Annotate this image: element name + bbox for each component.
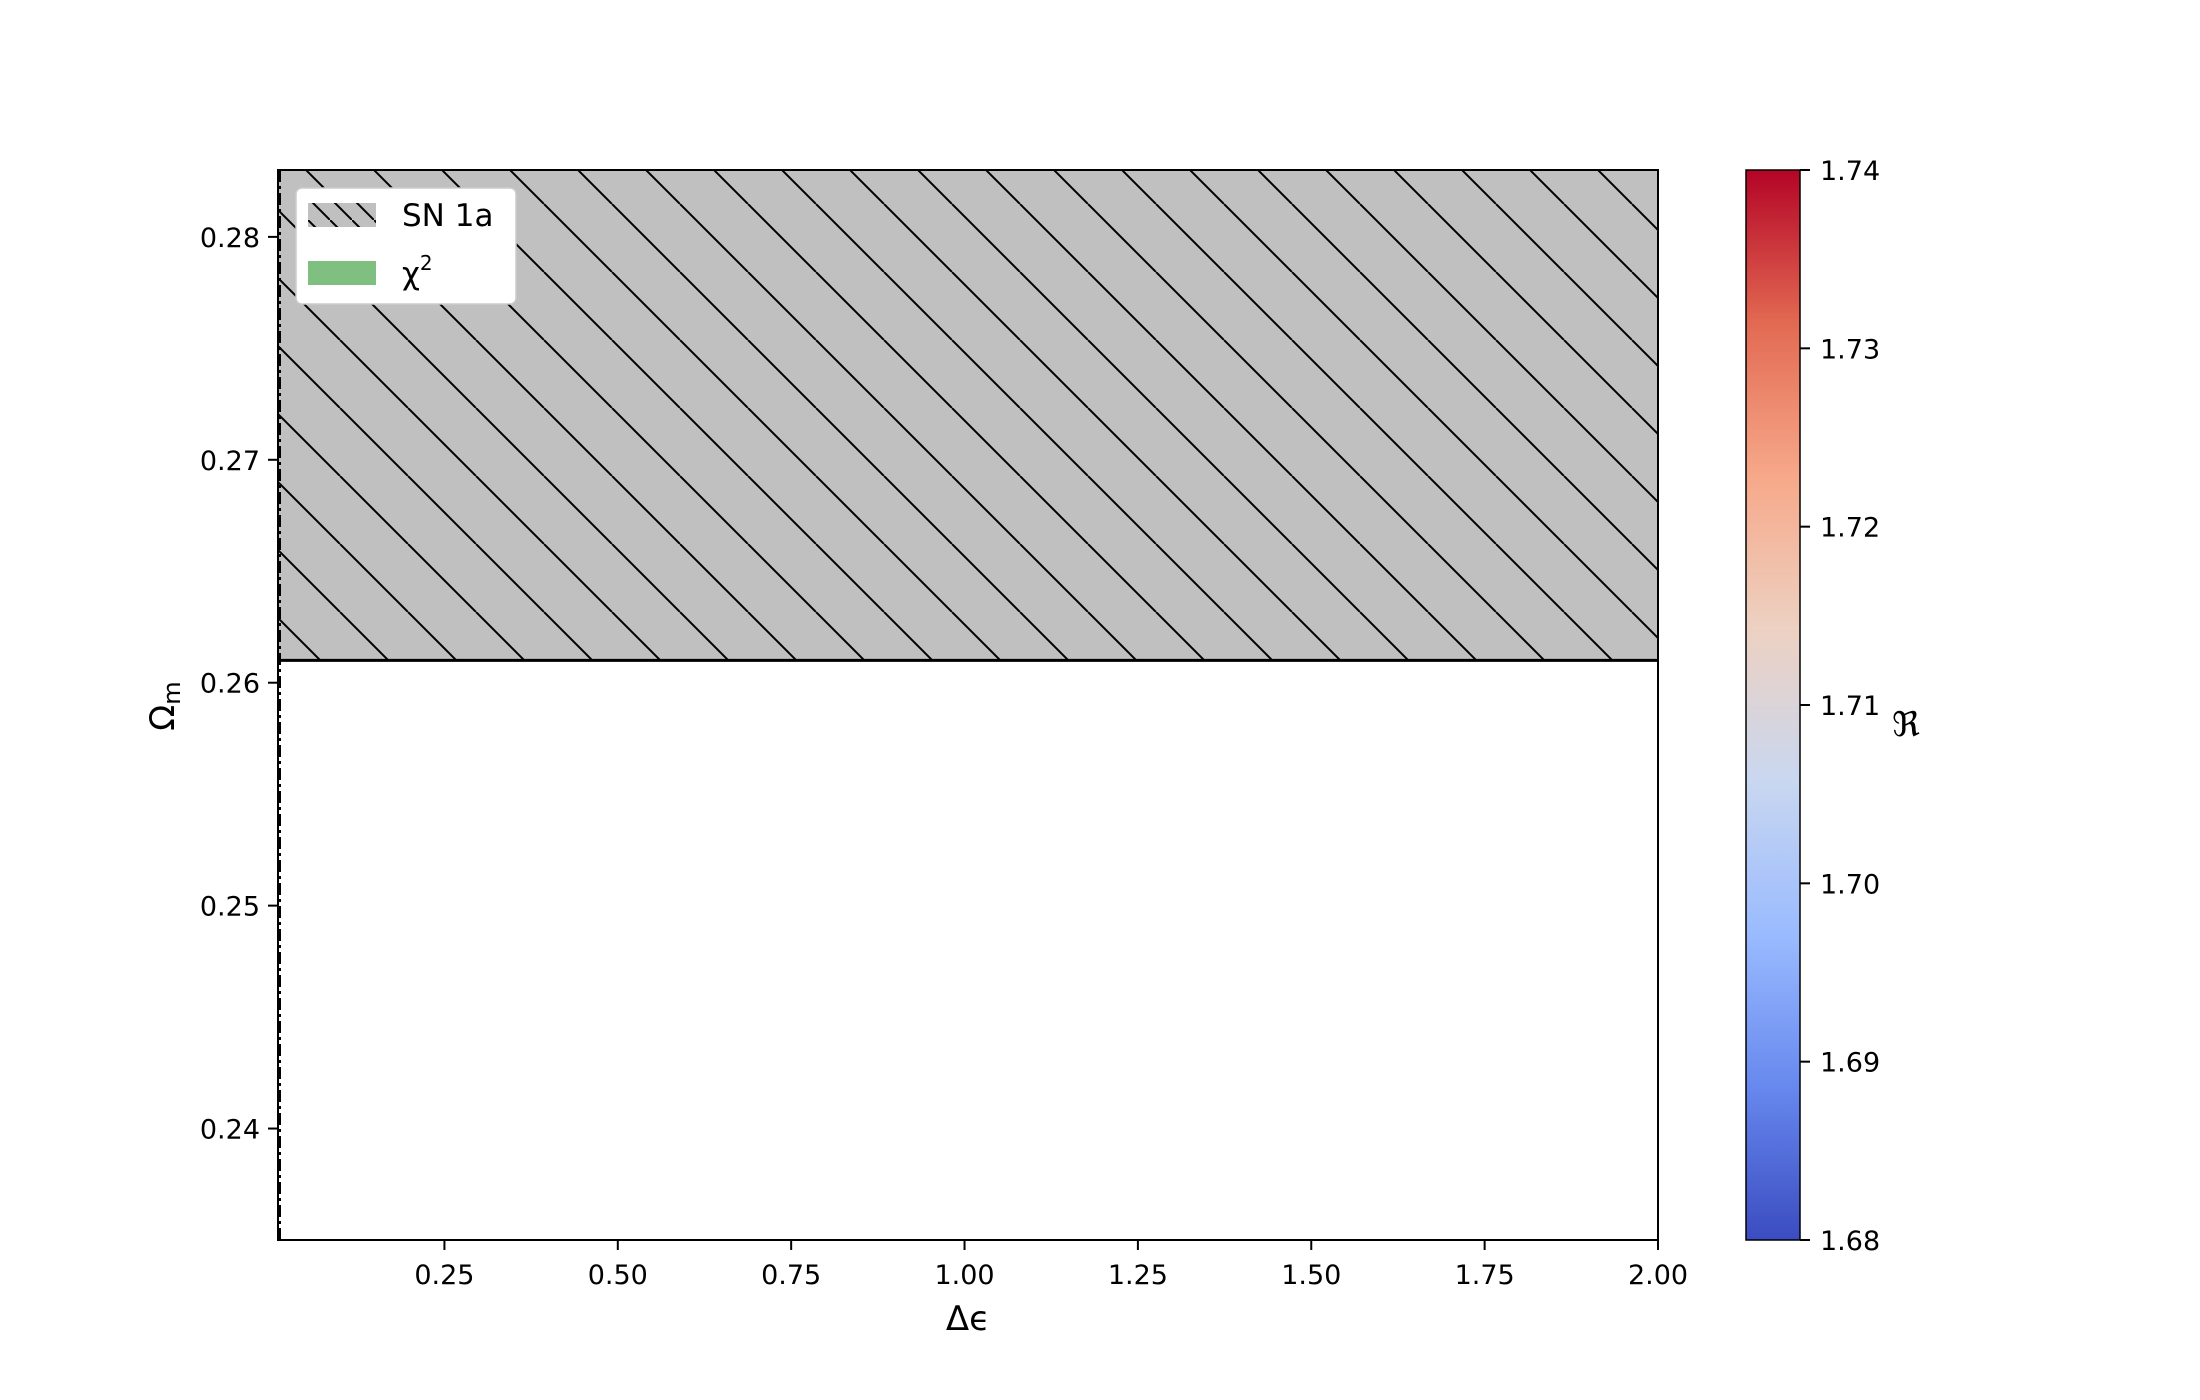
x-axis-label: Δϵ bbox=[946, 1299, 990, 1339]
y-tick-label: 0.27 bbox=[200, 446, 260, 477]
colorbar-gradient bbox=[1745, 169, 1801, 1241]
x-tick-label: 1.00 bbox=[934, 1260, 994, 1291]
x-tick-label: 0.25 bbox=[414, 1260, 474, 1291]
colorbar-label: ℜ bbox=[1892, 705, 1920, 745]
plot-frame bbox=[277, 169, 1659, 1241]
x-tick-label: 2.00 bbox=[1628, 1260, 1688, 1291]
y-axis-label: Ωm bbox=[143, 681, 186, 730]
colorbar: 1.68 1.69 1.70 1.71 1.72 1.73 1.74 ℜ bbox=[1745, 156, 1920, 1257]
x-tick-label: 0.75 bbox=[761, 1260, 821, 1291]
colorbar-tick-label: 1.68 bbox=[1820, 1226, 1880, 1257]
y-axis: 0.24 0.25 0.26 0.27 0.28 bbox=[200, 223, 278, 1146]
x-axis: 0.25 0.50 0.75 1.00 1.25 1.50 1.75 2.00 bbox=[414, 1240, 1688, 1291]
x-tick-label: 1.75 bbox=[1455, 1260, 1515, 1291]
colorbar-tick-label: 1.71 bbox=[1820, 691, 1880, 722]
colorbar-tick-label: 1.72 bbox=[1820, 513, 1880, 544]
colorbar-tick-label: 1.73 bbox=[1820, 334, 1880, 365]
legend-label-chi2: χ2 bbox=[402, 251, 433, 292]
colorbar-ticks: 1.68 1.69 1.70 1.71 1.72 1.73 1.74 bbox=[1800, 156, 1880, 1257]
legend: SN 1a χ2 bbox=[295, 187, 517, 305]
x-tick-label: 1.25 bbox=[1108, 1260, 1168, 1291]
x-tick-label: 0.50 bbox=[588, 1260, 648, 1291]
colorbar-tick-label: 1.74 bbox=[1820, 156, 1880, 187]
legend-swatch-sn1a-hatch bbox=[308, 203, 376, 227]
colorbar-tick-label: 1.70 bbox=[1820, 869, 1880, 900]
colorbar-tick-label: 1.69 bbox=[1820, 1048, 1880, 1079]
y-tick-label: 0.26 bbox=[200, 669, 260, 700]
y-tick-label: 0.28 bbox=[200, 223, 260, 254]
x-tick-label: 1.50 bbox=[1281, 1260, 1341, 1291]
y-tick-label: 0.25 bbox=[200, 892, 260, 923]
legend-swatch-chi2 bbox=[308, 261, 376, 285]
legend-label-sn1a: SN 1a bbox=[402, 198, 493, 234]
y-tick-label: 0.24 bbox=[200, 1115, 260, 1146]
